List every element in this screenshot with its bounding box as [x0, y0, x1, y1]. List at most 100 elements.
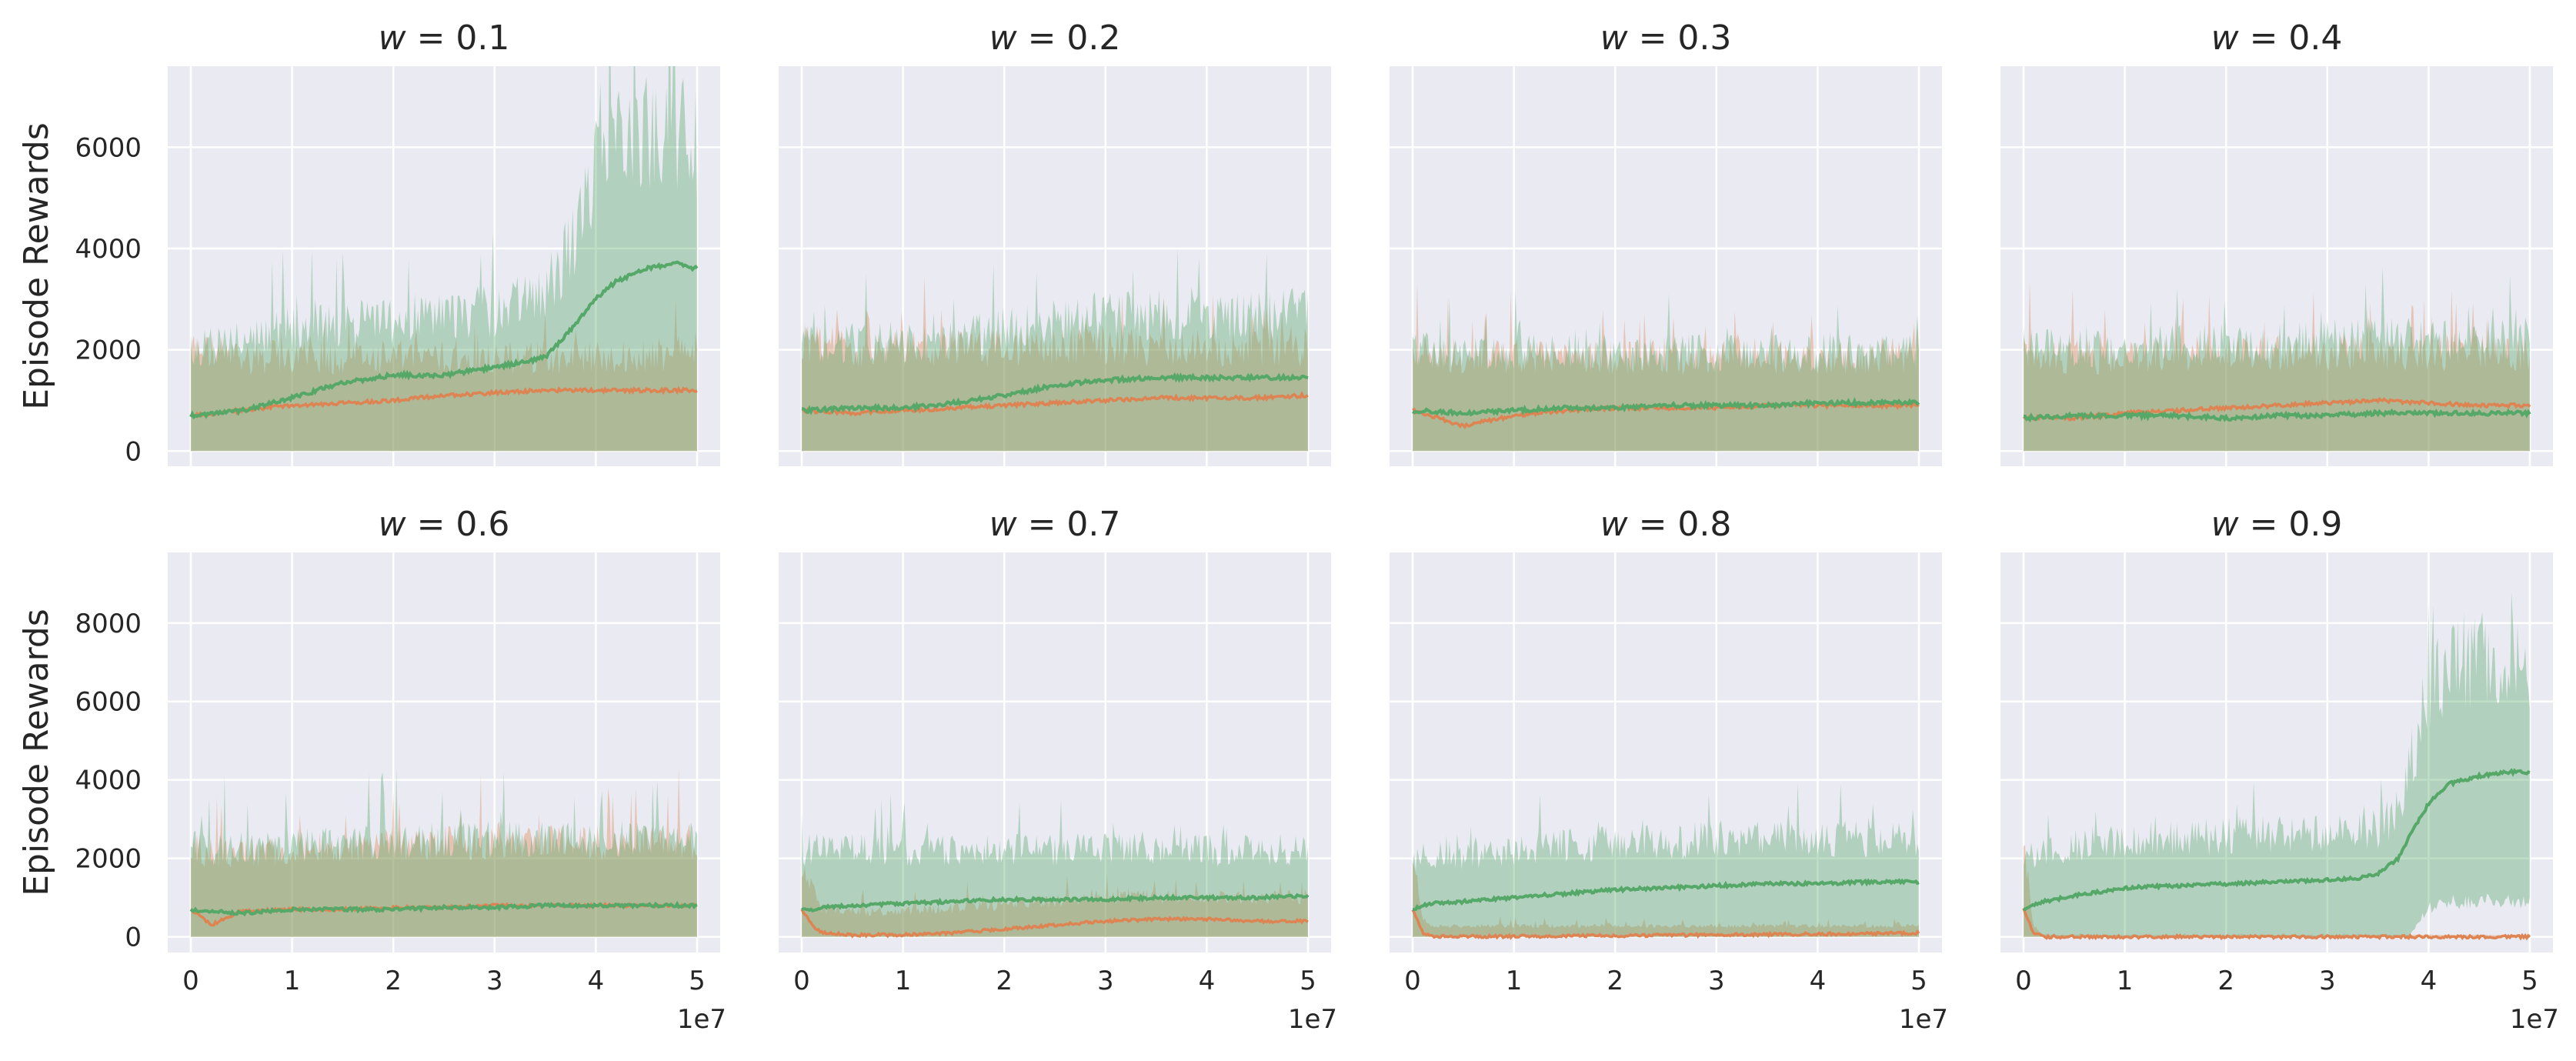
x-tick-label: 4: [1810, 966, 1827, 996]
y-tick-label: 4000: [75, 766, 142, 796]
x-tick-label: 4: [1199, 966, 1216, 996]
x-tick-label: 3: [486, 966, 503, 996]
plot-area: [1411, 782, 1920, 940]
panel-title-variable: w: [2211, 18, 2240, 58]
x-tick-label: 5: [1910, 966, 1927, 996]
plot-area: [1411, 282, 1920, 452]
panel-0: w = 0.1 0 2000 4000 6000 Episode Rewards: [17, 18, 720, 467]
x-tick-label: 3: [2319, 966, 2336, 996]
orange-band: [191, 767, 697, 937]
y-tick-label: 4000: [75, 234, 142, 265]
panel-title-value: = 0.6: [406, 505, 510, 544]
panel-title-value: = 0.9: [2239, 505, 2343, 544]
plot-area: [189, 767, 698, 937]
orange-mean-line: [800, 908, 1309, 939]
panel-title-variable: w: [989, 505, 1018, 544]
green-mean-line: [1411, 396, 1920, 417]
panel-5: w = 0.7 0 1 2 3 4 5 1e7: [779, 505, 1337, 1035]
panel-title-variable: w: [2211, 505, 2240, 544]
x-tick-label: 2: [1607, 966, 1623, 996]
green-band: [802, 249, 1308, 452]
x-tick-label: 0: [793, 966, 810, 996]
x-tick-label: 5: [689, 966, 706, 996]
x-tick-label: 5: [2521, 966, 2538, 996]
x-tick-label: 1: [284, 966, 301, 996]
panel-3: w = 0.4: [2000, 18, 2553, 466]
green-mean-line: [2024, 408, 2531, 423]
x-tick-label: 0: [182, 966, 199, 996]
panel-title: w = 0.2: [989, 18, 1121, 58]
x-tick-label: 5: [1300, 966, 1316, 996]
green-mean-line: [189, 260, 699, 420]
x-tick-label: 1: [2117, 966, 2134, 996]
y-tick-label: 0: [125, 923, 142, 953]
x-tick-label: 2: [385, 966, 402, 996]
panel-background: [779, 552, 1331, 953]
x-tick-label: 0: [2015, 966, 2032, 996]
panel-title: w = 0.3: [1600, 18, 1732, 58]
panel-title: w = 0.1: [379, 18, 510, 58]
panel-background: [168, 66, 720, 466]
panel-background: [2000, 66, 2553, 466]
x-tick-label: 2: [2217, 966, 2234, 996]
panel-4: w = 0.6 0 1 2 3 4 5 1e7 0 2000 4000 6000 8000 Episode…: [17, 505, 726, 1035]
y-tick-label: 0: [125, 436, 142, 467]
panel-2: w = 0.3: [1390, 18, 1942, 466]
x-offset-label: 1e7: [2510, 1004, 2559, 1035]
x-tick-label: 2: [996, 966, 1013, 996]
plot-area: [800, 792, 1310, 939]
panel-title-value: = 0.1: [406, 18, 510, 58]
green-mean-line: [801, 372, 1309, 415]
y-tick-label: 6000: [75, 687, 142, 718]
orange-band: [2024, 281, 2530, 452]
panel-1: w = 0.2: [779, 18, 1331, 466]
plot-area: [801, 249, 1309, 452]
orange-mean-line: [802, 391, 1309, 417]
green-band: [2024, 265, 2530, 452]
x-tick-label: 3: [1097, 966, 1114, 996]
panel-title: w = 0.9: [2211, 505, 2343, 544]
panel-title-variable: w: [379, 505, 407, 544]
panel-title-variable: w: [1600, 505, 1629, 544]
y-axis-label: Episode Rewards: [17, 609, 56, 896]
panel-background: [2000, 552, 2553, 953]
panel-title-variable: w: [989, 18, 1018, 58]
y-axis-label: Episode Rewards: [17, 122, 56, 410]
x-offset-label: 1e7: [1288, 1004, 1337, 1035]
y-tick-label: 6000: [75, 132, 142, 163]
panel-background: [1390, 66, 1942, 466]
orange-mean-line: [1411, 909, 1920, 940]
panel-title-variable: w: [1600, 18, 1629, 58]
panel-title: w = 0.6: [379, 505, 510, 544]
x-tick-label: 1: [895, 966, 912, 996]
orange-mean-line: [2022, 396, 2531, 422]
y-tick-label: 2000: [75, 335, 142, 366]
x-tick-label: 3: [1708, 966, 1725, 996]
green-mean-line: [189, 900, 698, 917]
x-tick-label: 4: [2421, 966, 2438, 996]
panel-title: w = 0.8: [1600, 505, 1732, 544]
panel-title-value: = 0.8: [1628, 505, 1732, 544]
x-offset-label: 1e7: [1899, 1004, 1948, 1035]
orange-mean-line: [190, 385, 698, 418]
x-tick-label: 1: [1506, 966, 1523, 996]
y-tick-label: 2000: [75, 844, 142, 875]
green-band: [191, 66, 697, 452]
panel-title: w = 0.7: [989, 505, 1121, 544]
green-mean-line: [1413, 878, 1920, 912]
x-offset-label: 1e7: [677, 1004, 726, 1035]
panel-title-value: = 0.4: [2239, 18, 2343, 58]
panel-title-value: = 0.3: [1628, 18, 1732, 58]
orange-mean-line: [2022, 907, 2531, 941]
panel-title-value: = 0.2: [1017, 18, 1121, 58]
plot-area: [189, 66, 699, 452]
green-band: [191, 768, 697, 937]
orange-band: [1413, 862, 1919, 937]
panel-title-variable: w: [379, 18, 407, 58]
x-tick-label: 4: [588, 966, 605, 996]
green-mean-line: [801, 893, 1310, 913]
green-band: [1413, 782, 1919, 937]
panel-title-value: = 0.7: [1017, 505, 1121, 544]
